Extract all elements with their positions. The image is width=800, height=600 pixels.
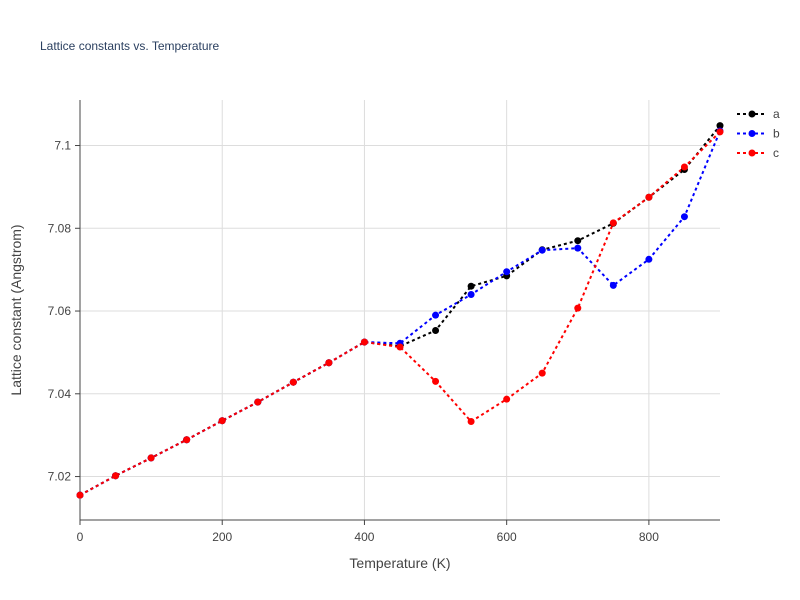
data-point-c[interactable]: [76, 491, 84, 499]
data-point-c[interactable]: [609, 219, 617, 227]
data-point-c[interactable]: [680, 163, 688, 171]
data-point-b[interactable]: [680, 213, 688, 221]
data-point-c[interactable]: [574, 304, 582, 312]
legend-marker-c: [748, 149, 756, 157]
y-axis-title: Lattice constant (Angstrom): [8, 224, 24, 395]
data-point-b[interactable]: [645, 255, 653, 263]
legend: abc: [737, 107, 780, 160]
legend-marker-b: [748, 130, 756, 137]
y-tick-label: 7.04: [48, 387, 72, 401]
y-tick-label: 7.1: [54, 139, 71, 153]
x-tick-label: 600: [497, 530, 517, 544]
data-point-a[interactable]: [432, 326, 440, 334]
data-point-b[interactable]: [574, 244, 582, 252]
data-point-b[interactable]: [467, 290, 475, 298]
data-point-c[interactable]: [538, 369, 546, 377]
legend-marker-a: [748, 110, 756, 118]
x-tick-label: 800: [639, 530, 659, 544]
series-lines: [79, 125, 721, 497]
axis-ticks: 0 200 400 600 800 7.02 7.04 7.06 7.08 7.1: [48, 139, 660, 544]
data-point-b[interactable]: [503, 268, 511, 276]
data-point-c[interactable]: [289, 378, 297, 386]
y-tick-label: 7.02: [48, 470, 72, 484]
legend-label-a[interactable]: a: [773, 107, 780, 121]
data-point-c[interactable]: [645, 193, 653, 201]
x-tick-label: 200: [212, 530, 232, 544]
data-point-c[interactable]: [325, 359, 333, 367]
data-point-b[interactable]: [538, 246, 546, 254]
data-point-a[interactable]: [467, 282, 475, 290]
data-point-c[interactable]: [183, 436, 191, 444]
data-point-c[interactable]: [432, 377, 440, 385]
x-tick-label: 0: [77, 530, 84, 544]
data-point-c[interactable]: [716, 128, 724, 136]
series-markers: [76, 122, 724, 499]
y-tick-label: 7.08: [48, 221, 72, 235]
legend-label-c[interactable]: c: [773, 146, 779, 160]
data-point-a[interactable]: [574, 237, 582, 245]
series-line-a: [79, 125, 721, 497]
data-point-c[interactable]: [360, 338, 368, 346]
axes: [79, 100, 720, 521]
y-tick-label: 7.06: [48, 304, 72, 318]
data-point-c[interactable]: [254, 398, 262, 406]
data-point-b[interactable]: [609, 281, 617, 289]
data-point-b[interactable]: [432, 311, 440, 319]
chart-title: Lattice constants vs. Temperature: [40, 39, 220, 53]
data-point-c[interactable]: [467, 418, 475, 426]
grid-lines: [80, 100, 720, 520]
data-point-a[interactable]: [716, 122, 724, 130]
series-line-c: [79, 131, 721, 497]
data-point-c[interactable]: [218, 417, 226, 425]
x-axis-title: Temperature (K): [349, 555, 450, 571]
series-line-b: [79, 130, 721, 497]
data-point-c[interactable]: [396, 343, 404, 351]
data-point-c[interactable]: [503, 395, 511, 403]
x-tick-label: 400: [354, 530, 374, 544]
data-point-c[interactable]: [112, 472, 120, 480]
legend-label-b[interactable]: b: [773, 127, 780, 141]
data-point-c[interactable]: [147, 454, 155, 462]
